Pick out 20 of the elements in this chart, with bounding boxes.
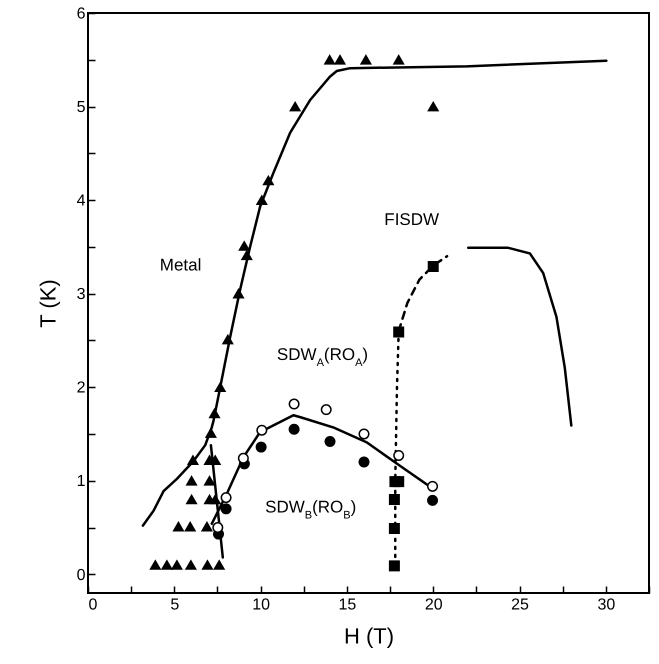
x-axis-title: H (T) <box>344 624 394 648</box>
annotation: SDW$_{B}$(RO$_{B}$) <box>265 498 356 522</box>
y-tick-label: 6 <box>76 6 86 22</box>
y-tick-label: 1 <box>76 473 86 490</box>
x-tick-label: 10 <box>252 596 270 614</box>
x-tick-label: 5 <box>170 596 180 614</box>
annotation: Metal <box>160 255 202 274</box>
x-tick-label: 0 <box>88 596 98 614</box>
x-tick-label: 30 <box>597 596 616 614</box>
y-axis-title: T (K) <box>36 279 61 328</box>
x-tick-label: 20 <box>424 596 443 614</box>
annotation: SDW$_{A}$(RO$_{A}$) <box>276 345 368 370</box>
y-tick-label: 4 <box>76 192 86 210</box>
y-tick-label: 0 <box>76 566 86 584</box>
y-tick-label: 2 <box>76 380 86 397</box>
y-tick-label: 3 <box>76 286 86 304</box>
y-tick-label: 5 <box>76 99 86 116</box>
x-tick-label: 25 <box>511 596 530 614</box>
annotation: FISDW <box>384 210 440 230</box>
x-tick-label: 15 <box>338 596 356 614</box>
